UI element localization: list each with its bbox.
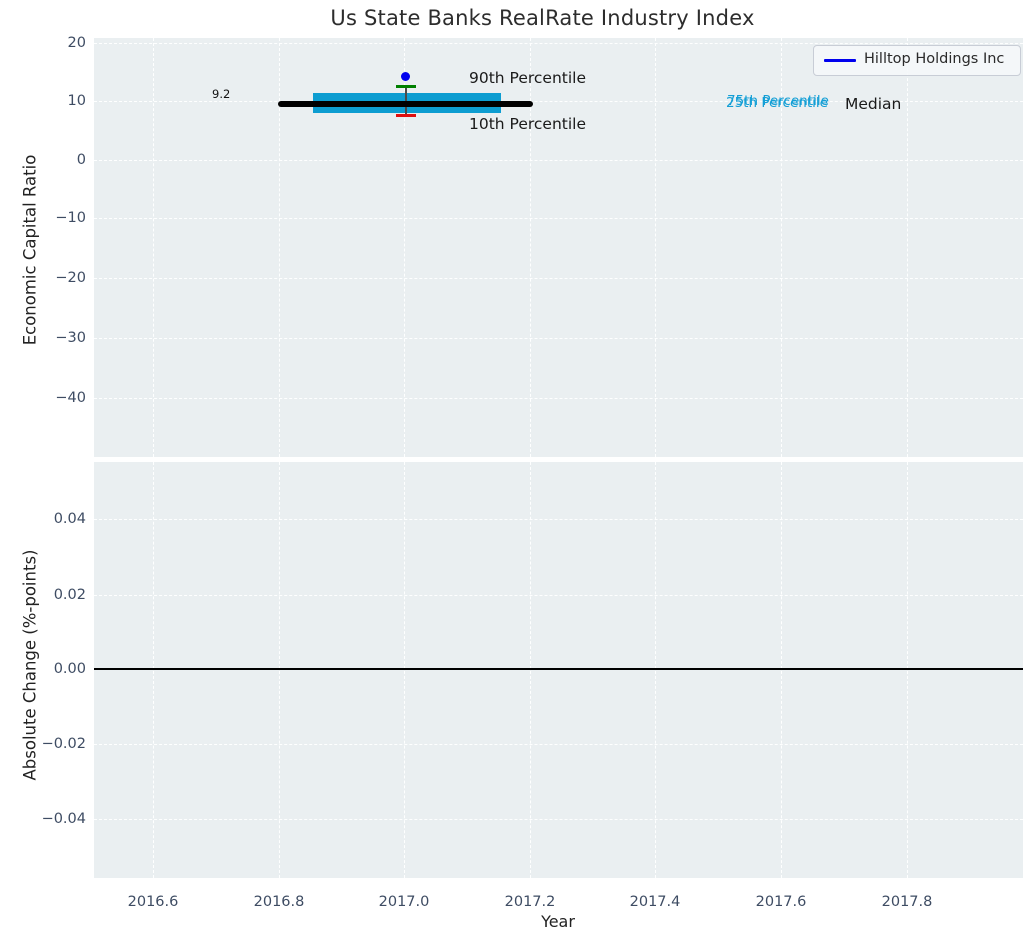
bottom-plot-area <box>94 462 1023 878</box>
gridline <box>907 462 908 878</box>
legend-label: Hilltop Holdings Inc <box>864 51 1005 67</box>
legend-line-sample <box>824 59 856 62</box>
gridline <box>404 38 405 457</box>
gridline <box>781 462 782 878</box>
gridline <box>94 218 1023 219</box>
ytick-label: 0.00 <box>53 661 86 677</box>
gridline <box>94 43 1023 44</box>
gridline <box>153 38 154 457</box>
gridline <box>404 462 405 878</box>
ytick-label: −20 <box>55 270 86 286</box>
x-axis-label: Year <box>541 912 575 931</box>
gridline <box>94 398 1023 399</box>
median-line <box>278 101 533 107</box>
chart-title: Us State Banks RealRate Industry Index <box>330 6 755 30</box>
gridline <box>94 160 1023 161</box>
xtick-label: 2017.8 <box>881 894 933 910</box>
gridline <box>94 819 1023 820</box>
p10-annotation: 10th Percentile <box>469 115 587 133</box>
gridline <box>279 38 280 457</box>
ytick-label: −0.02 <box>41 736 86 752</box>
ytick-label: 0.04 <box>53 511 86 527</box>
ytick-label: −0.04 <box>41 811 86 827</box>
xtick-label: 2017.4 <box>629 894 681 910</box>
zero-baseline <box>94 668 1023 670</box>
gridline <box>781 38 782 457</box>
ytick-label: 20 <box>67 35 86 51</box>
median-value-annotation: 9.2 <box>212 87 231 101</box>
ytick-label: 0 <box>76 152 86 168</box>
top-y-axis-label: Economic Capital Ratio <box>20 154 40 346</box>
gridline <box>655 462 656 878</box>
gridline <box>279 462 280 878</box>
bottom-y-axis-label: Absolute Change (%-points) <box>20 549 40 781</box>
gridline <box>94 101 1023 102</box>
gridline <box>153 462 154 878</box>
gridline <box>94 278 1023 279</box>
top-plot-area: 9.2 90th Percentile 10th Percentile 75th… <box>94 38 1023 457</box>
gridline <box>907 38 908 457</box>
ytick-label: 0.02 <box>53 587 86 603</box>
gridline <box>94 519 1023 520</box>
xtick-label: 2016.8 <box>253 894 305 910</box>
xtick-label: 2016.6 <box>127 894 179 910</box>
xtick-label: 2017.2 <box>504 894 556 910</box>
xtick-label: 2017.6 <box>755 894 807 910</box>
p25-annotation: 25th Percentile <box>726 95 828 111</box>
p10-cap <box>396 114 416 117</box>
ytick-label: 10 <box>67 93 86 109</box>
gridline <box>94 338 1023 339</box>
gridline <box>94 744 1023 745</box>
median-annotation: Median <box>845 95 902 113</box>
gridline <box>530 38 531 457</box>
ytick-label: −10 <box>55 210 86 226</box>
ytick-label: −40 <box>55 390 86 406</box>
ytick-label: −30 <box>55 330 86 346</box>
company-point-marker <box>401 72 410 81</box>
xtick-label: 2017.0 <box>378 894 430 910</box>
p75-annotation: 75th Percentile <box>727 93 829 109</box>
gridline <box>94 595 1023 596</box>
legend: Hilltop Holdings Inc <box>813 45 1021 76</box>
gridline <box>530 462 531 878</box>
p90-annotation: 90th Percentile <box>469 69 587 87</box>
gridline <box>655 38 656 457</box>
p90-cap <box>396 85 416 88</box>
